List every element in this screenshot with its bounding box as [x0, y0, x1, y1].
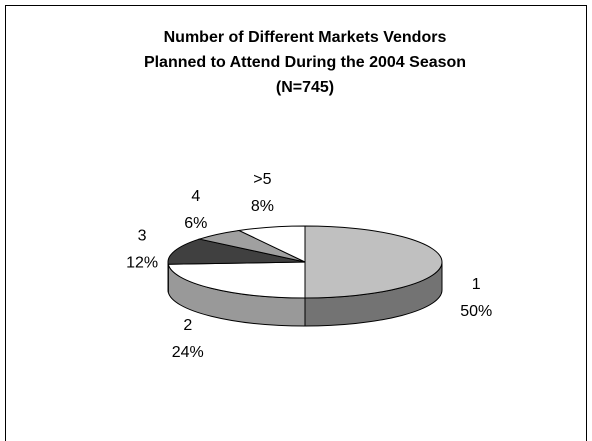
slice-label: 2	[183, 317, 192, 334]
slice-label: >5	[253, 171, 271, 188]
slice	[237, 225, 306, 263]
value-label: 24%	[172, 344, 204, 361]
chart-title: Planned to Attend During the 2004 Season	[144, 54, 466, 71]
slice-label: 3	[138, 228, 147, 245]
slice	[167, 238, 306, 265]
value-label: 12%	[126, 255, 158, 272]
value-label: 50%	[460, 303, 492, 320]
chart-subtitle: (N=745)	[276, 79, 334, 96]
slice	[167, 261, 306, 299]
slice-label: 1	[472, 276, 481, 293]
slice-label: 4	[191, 188, 200, 205]
chart-frame	[5, 5, 587, 441]
chart-title: Number of Different Markets Vendors	[164, 29, 447, 46]
value-label: 8%	[251, 198, 274, 215]
slice	[304, 225, 443, 299]
value-label: 6%	[184, 215, 207, 232]
